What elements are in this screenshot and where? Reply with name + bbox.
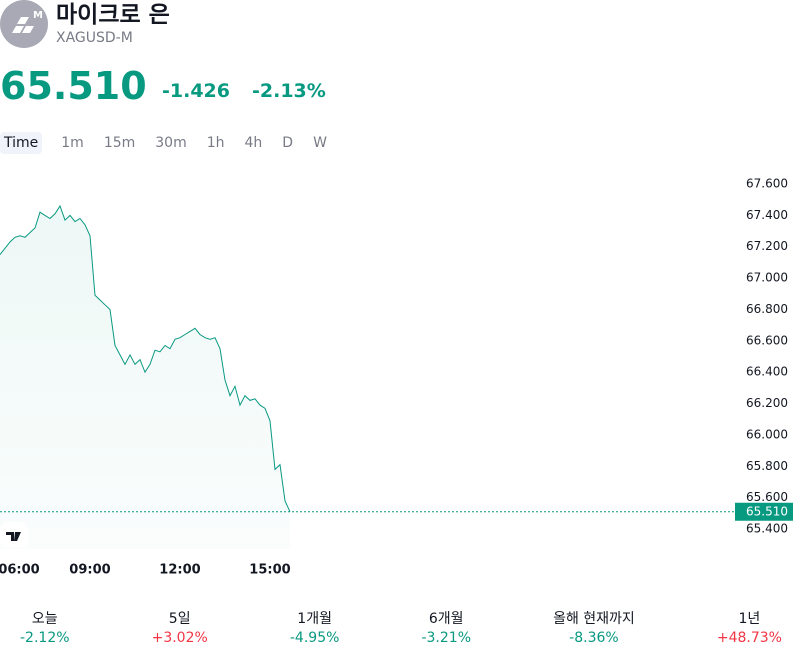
y-tick-label: 67.600: [746, 177, 788, 191]
x-tick-label: 09:00: [69, 563, 110, 578]
timeframe-tab[interactable]: 15m: [103, 135, 136, 151]
performance-change: -2.12%: [20, 630, 70, 646]
timeframe-tab[interactable]: 1h: [206, 135, 225, 151]
timeframe-tabs: Time 1m 15m 30m 1h 4h D W: [0, 132, 336, 154]
performance-cell[interactable]: 1년 +48.73%: [717, 610, 782, 648]
price-change: -1.426: [162, 80, 230, 102]
y-tick-label: 67.200: [746, 239, 788, 253]
performance-change: +48.73%: [716, 630, 782, 646]
x-tick-label: 06:00: [0, 563, 40, 578]
y-tick-label: 65.400: [746, 522, 788, 536]
performance-period: 1년: [738, 611, 761, 627]
timeframe-tab[interactable]: 4h: [244, 135, 263, 151]
area-fill: [0, 206, 290, 549]
performance-change: +3.02%: [151, 630, 208, 646]
last-price-label: 65.510: [746, 504, 788, 518]
chart: 65.400 65.600 65.800 66.000 66.200 66.400 66.6…: [0, 177, 793, 578]
svg-text:M: M: [33, 10, 43, 21]
timeframe-tab[interactable]: W: [313, 135, 327, 151]
performance-period: 올해 현재까지: [553, 611, 635, 627]
performance-cell[interactable]: 올해 현재까지 -8.36%: [553, 610, 635, 648]
performance-cell[interactable]: 1개월 -4.95%: [290, 610, 340, 648]
y-tick-label: 67.000: [746, 271, 788, 285]
y-tick-label: 65.800: [746, 459, 788, 473]
symbol-name: 마이크로 은: [56, 2, 170, 28]
y-tick-label: 66.800: [746, 302, 788, 316]
y-tick-label: 67.400: [746, 208, 788, 222]
price-line: [0, 204, 291, 513]
performance-period: 오늘: [31, 611, 58, 627]
last-price-badge: [735, 502, 793, 521]
timeframe-tab[interactable]: Time: [0, 132, 43, 154]
x-tick-label: 15:00: [249, 563, 290, 578]
symbol-ticker: XAGUSD-M: [56, 30, 133, 46]
performance-cell[interactable]: 오늘 -2.12%: [20, 610, 70, 648]
performance-row: 오늘 -2.12% 5일 +3.02% 1개월 -4.95% 6개월 -3.21% 올해 현재까…: [20, 610, 782, 648]
x-tick-label: 12:00: [159, 563, 200, 578]
y-tick-label: 66.000: [746, 427, 788, 441]
performance-cell[interactable]: 5일 +3.02%: [152, 610, 208, 648]
performance-change: -3.21%: [421, 630, 471, 646]
price-change-percent: -2.13%: [252, 80, 326, 102]
symbol-logo: M: [0, 0, 48, 48]
performance-change: -8.36%: [569, 630, 619, 646]
y-tick-label: 66.600: [746, 333, 788, 347]
y-tick-label: 66.200: [746, 396, 788, 410]
performance-change: -4.95%: [289, 630, 340, 646]
timeframe-tab[interactable]: D: [282, 135, 294, 151]
y-tick-label: 66.400: [746, 365, 788, 379]
y-tick-label: 65.600: [746, 490, 788, 504]
performance-cell[interactable]: 6개월 -3.21%: [421, 610, 471, 648]
last-price: 65.510: [0, 64, 147, 108]
timeframe-tab[interactable]: 30m: [155, 135, 187, 151]
tradingview-logo: [0, 522, 28, 548]
performance-period: 1개월: [297, 611, 332, 627]
performance-period: 6개월: [428, 611, 464, 627]
timeframe-tab[interactable]: 1m: [61, 135, 84, 151]
performance-period: 5일: [168, 611, 191, 627]
